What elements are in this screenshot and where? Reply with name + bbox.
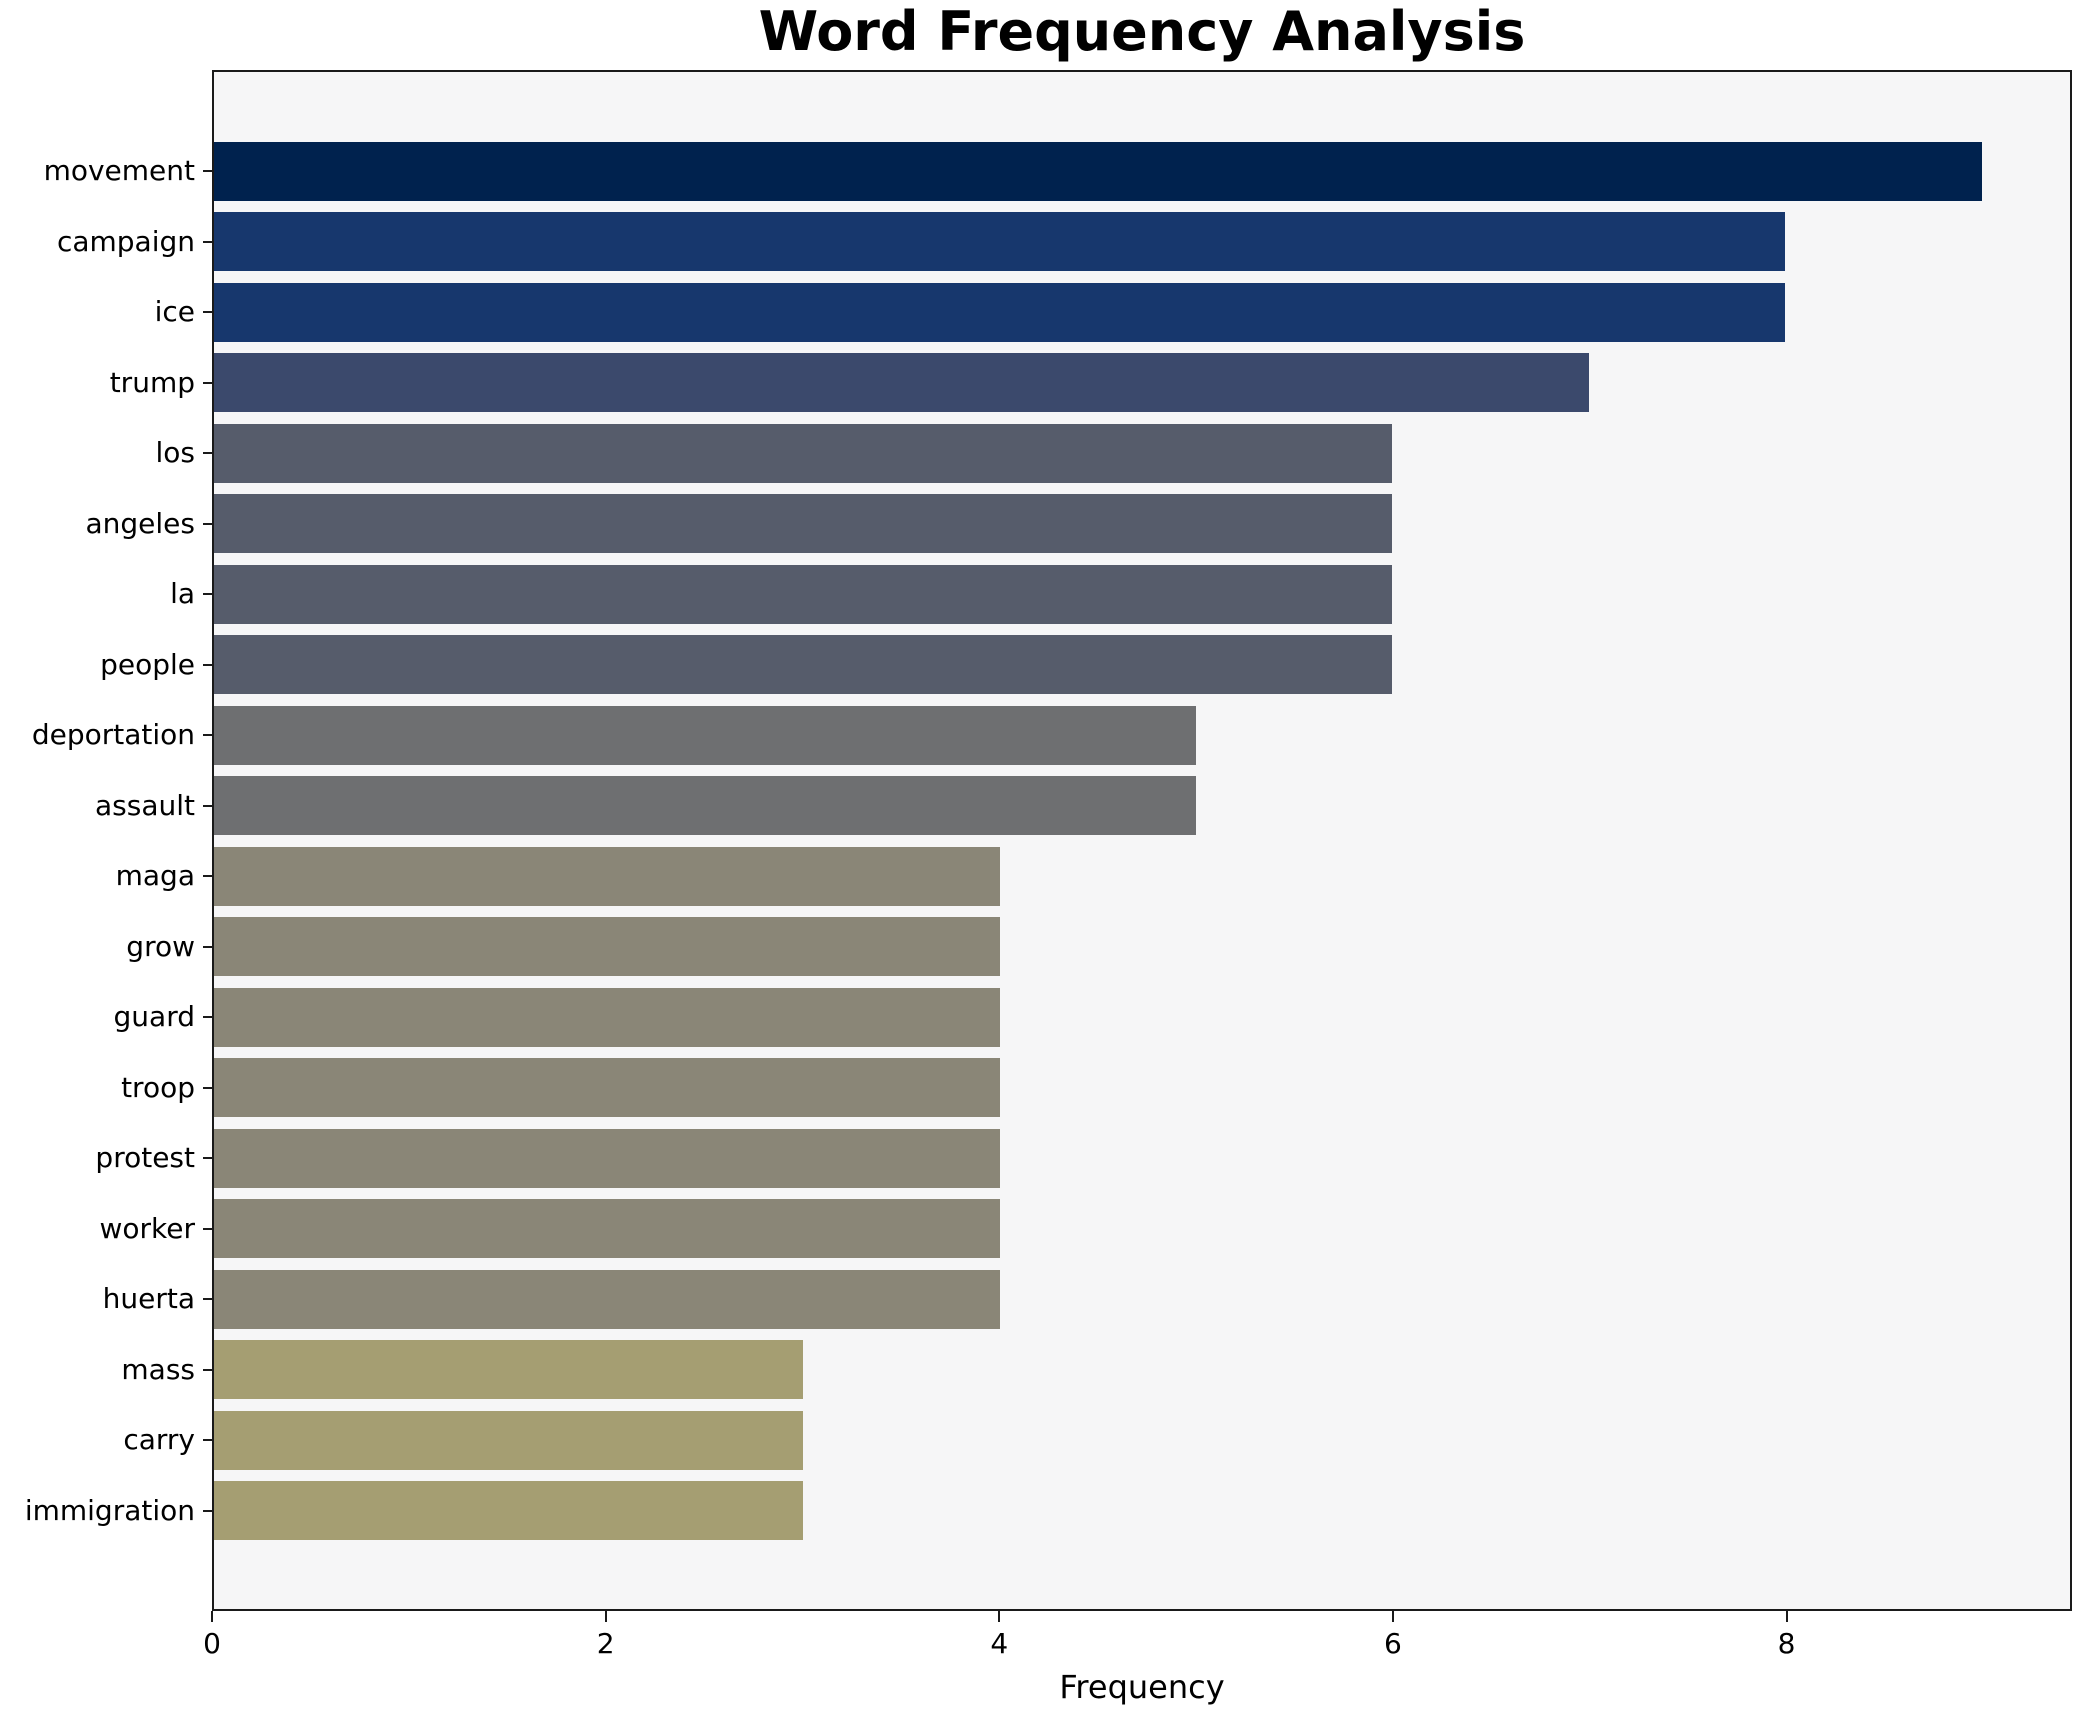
y-tick-mark (203, 452, 212, 455)
y-tick-mark (203, 1086, 212, 1089)
y-tick-mark (203, 170, 212, 173)
y-tick-label: ice (154, 295, 195, 329)
y-tick-label: la (170, 577, 195, 611)
bar-ice (214, 282, 1786, 342)
y-tick-label: protest (95, 1141, 195, 1175)
bar-trump (214, 353, 1589, 413)
y-tick-mark (203, 804, 212, 807)
y-tick-label: trump (109, 365, 195, 399)
y-tick-mark (203, 1439, 212, 1442)
bar-row: campaign (57, 207, 2070, 278)
y-tick-label: worker (99, 1211, 196, 1245)
y-tick-mark (203, 522, 212, 525)
y-tick-label: campaign (56, 224, 195, 258)
plot-area: movement campaign ice trump los angeles la peop… (25, 70, 2072, 1611)
y-tick-label: deportation (31, 718, 195, 752)
bar-row: deportation (32, 700, 2070, 771)
bar-angeles (214, 494, 1393, 554)
y-tick-label: movement (43, 154, 195, 188)
y-tick-label: assault (95, 788, 195, 822)
bar-grow (214, 917, 1000, 977)
bar-protest (214, 1128, 1000, 1188)
bar-people (214, 635, 1393, 695)
bar-row: trump (110, 348, 2070, 419)
bar-row: los (156, 418, 2070, 489)
y-tick-label: immigration (24, 1493, 195, 1527)
bar-immigration (214, 1481, 804, 1541)
bar-row: troop (121, 1053, 2070, 1124)
y-tick-label: grow (126, 929, 195, 963)
y-tick-label: troop (121, 1070, 195, 1104)
y-tick-mark (203, 1368, 212, 1371)
bar-deportation (214, 705, 1196, 765)
bar-row: people (100, 630, 2070, 701)
y-tick-label: huerta (102, 1282, 195, 1316)
y-tick-label: angeles (85, 506, 196, 540)
bar-row: carry (123, 1405, 2070, 1476)
x-tick-mark (211, 1611, 213, 1622)
bar-row: grow (126, 912, 2070, 983)
chart-title: Word Frequency Analysis (758, 0, 1526, 63)
x-tick-label: 2 (596, 1627, 615, 1660)
x-tick-label: 0 (203, 1627, 221, 1660)
y-tick-mark (203, 1509, 212, 1512)
y-tick-mark (203, 381, 212, 384)
bar-worker (214, 1199, 1000, 1259)
x-tick-mark (1391, 1611, 1394, 1622)
y-tick-mark (203, 1227, 212, 1230)
y-tick-mark (203, 1016, 212, 1019)
y-tick-mark (203, 593, 212, 596)
y-tick-mark (203, 875, 212, 878)
y-tick-label: maga (115, 859, 195, 893)
bar-assault (214, 776, 1196, 836)
y-tick-mark (203, 1298, 212, 1301)
bar-row: maga (116, 841, 2070, 912)
y-tick-mark (203, 945, 212, 948)
bar-row: angeles (86, 489, 2070, 560)
bar-row: assault (95, 771, 2070, 842)
x-tick-label: 4 (990, 1627, 1009, 1660)
bar-row: mass (121, 1335, 2070, 1406)
y-tick-mark (203, 1157, 212, 1160)
bar-row: huerta (103, 1264, 2070, 1335)
bar-row: immigration (25, 1476, 2070, 1547)
bar-campaign (214, 212, 1786, 272)
x-tick-mark (998, 1611, 1001, 1622)
bar-row: worker (100, 1194, 2070, 1265)
bar-guard (214, 987, 1000, 1047)
x-tick-mark (1785, 1611, 1788, 1622)
y-tick-label: carry (123, 1423, 195, 1457)
bar-mass (214, 1340, 804, 1400)
y-tick-label: people (100, 647, 195, 681)
bar-row: ice (155, 277, 2070, 348)
y-tick-label: los (155, 436, 196, 470)
bar-row: movement (44, 136, 2070, 207)
bar-troop (214, 1058, 1000, 1118)
x-axis-label: Frequency (1059, 1668, 1225, 1706)
y-tick-mark (203, 240, 212, 243)
x-tick-label: 6 (1384, 1627, 1402, 1660)
y-tick-label: guard (113, 1000, 195, 1034)
bar-maga (214, 846, 1000, 906)
bar-carry (214, 1410, 804, 1470)
bar-movement (214, 141, 1982, 201)
y-tick-mark (203, 663, 212, 666)
y-tick-mark (203, 734, 212, 737)
bar-la (214, 564, 1393, 624)
x-tick-mark (604, 1611, 607, 1622)
bar-huerta (214, 1269, 1000, 1329)
x-tick-label: 8 (1777, 1627, 1796, 1660)
y-tick-label: mass (121, 1352, 195, 1386)
bar-row: protest (95, 1123, 2070, 1194)
bar-row: guard (114, 982, 2070, 1053)
bar-los (214, 423, 1393, 483)
bar-row: la (170, 559, 2070, 630)
y-tick-mark (203, 311, 212, 314)
